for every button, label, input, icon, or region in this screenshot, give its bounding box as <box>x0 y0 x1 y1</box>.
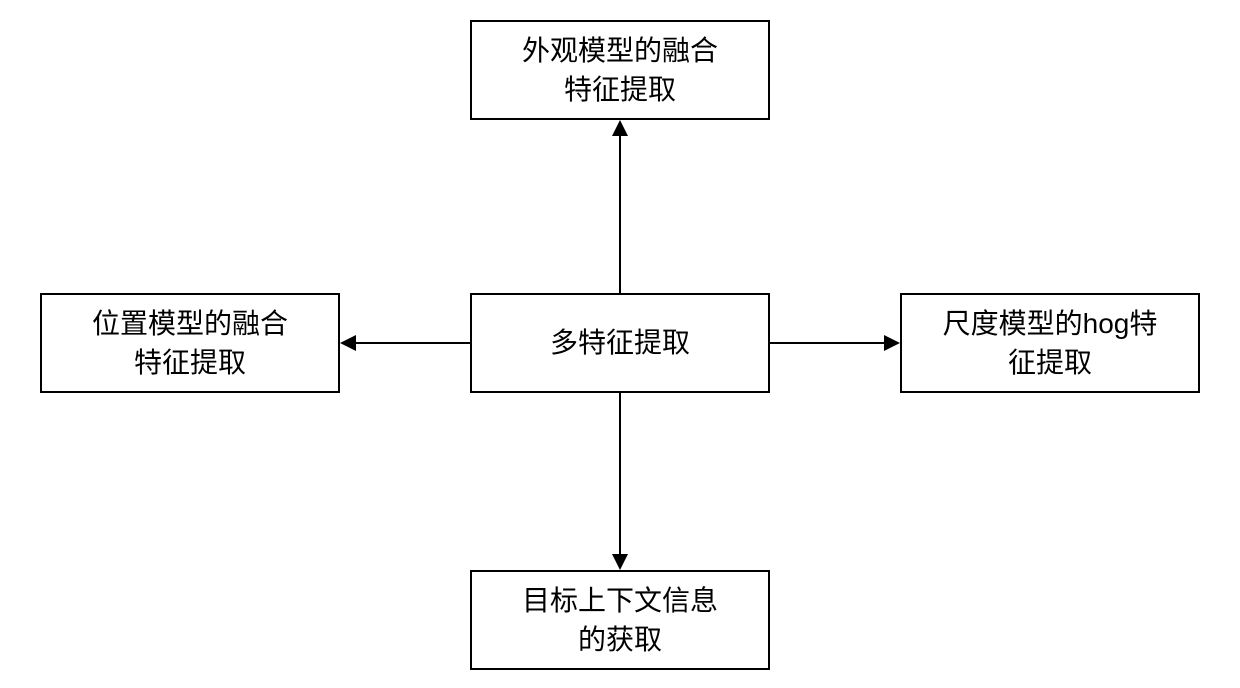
arrow-head-left <box>340 335 356 351</box>
arrow-head-right <box>884 335 900 351</box>
flowchart-diagram: 多特征提取 外观模型的融合特征提取 位置模型的融合特征提取 尺度模型的hog特征… <box>0 0 1240 688</box>
node-right: 尺度模型的hog特征提取 <box>900 293 1200 393</box>
arrow-head-down <box>612 554 628 570</box>
node-bottom-label: 目标上下文信息的获取 <box>522 581 718 659</box>
node-center: 多特征提取 <box>470 293 770 393</box>
node-center-label: 多特征提取 <box>550 323 690 362</box>
node-top: 外观模型的融合特征提取 <box>470 20 770 120</box>
arrow-line-right <box>770 342 884 344</box>
node-bottom: 目标上下文信息的获取 <box>470 570 770 670</box>
arrow-head-up <box>612 120 628 136</box>
arrow-line-left <box>356 342 470 344</box>
node-right-label: 尺度模型的hog特征提取 <box>943 304 1158 382</box>
node-left-label: 位置模型的融合特征提取 <box>92 304 288 382</box>
arrow-line-down <box>619 393 621 554</box>
arrow-line-up <box>619 136 621 293</box>
node-top-label: 外观模型的融合特征提取 <box>522 31 718 109</box>
node-left: 位置模型的融合特征提取 <box>40 293 340 393</box>
